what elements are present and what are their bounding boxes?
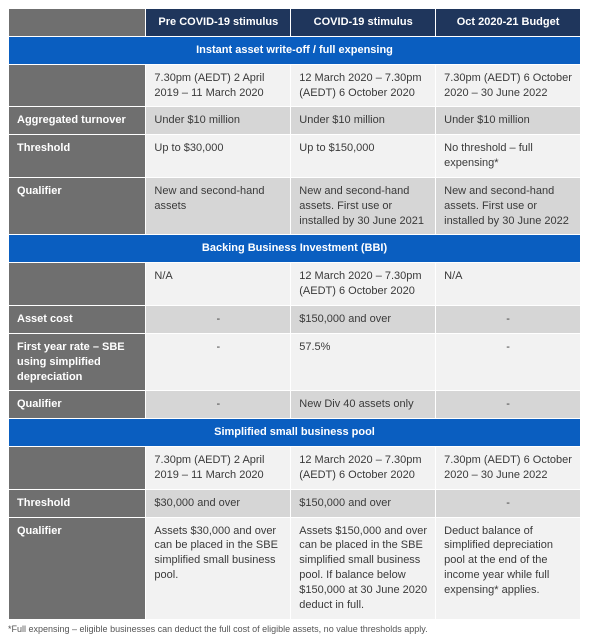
column-header-row: Pre COVID-19 stimulus COVID-19 stimulus … — [9, 9, 581, 37]
data-cell: New and second-hand assets. First use or… — [436, 177, 581, 235]
row-label: Qualifier — [9, 517, 146, 619]
data-cell: Under $10 million — [291, 107, 436, 135]
section-title: Backing Business Investment (BBI) — [9, 235, 581, 263]
data-cell: - — [146, 391, 291, 419]
row-label: Threshold — [9, 135, 146, 178]
date-cell: 12 March 2020 – 7.30pm (AEDT) 6 October … — [291, 64, 436, 107]
row-label: First year rate – SBE using simplified d… — [9, 333, 146, 391]
data-cell: $150,000 and over — [291, 305, 436, 333]
date-cell: 7.30pm (AEDT) 6 October 2020 – 30 June 2… — [436, 64, 581, 107]
section-title: Simplified small business pool — [9, 419, 581, 447]
label-cell — [9, 64, 146, 107]
data-cell: New Div 40 assets only — [291, 391, 436, 419]
section-title-row: Simplified small business pool — [9, 419, 581, 447]
comparison-table: Pre COVID-19 stimulus COVID-19 stimulus … — [8, 8, 581, 620]
row-label: Threshold — [9, 489, 146, 517]
table-row: Aggregated turnover Under $10 million Un… — [9, 107, 581, 135]
table-row: Asset cost - $150,000 and over - — [9, 305, 581, 333]
table-row: Threshold Up to $30,000 Up to $150,000 N… — [9, 135, 581, 178]
data-cell: Assets $150,000 and over can be placed i… — [291, 517, 436, 619]
date-cell: 7.30pm (AEDT) 2 April 2019 – 11 March 20… — [146, 447, 291, 490]
data-cell: Under $10 million — [146, 107, 291, 135]
table-row: Qualifier - New Div 40 assets only - — [9, 391, 581, 419]
date-cell: N/A — [146, 263, 291, 306]
date-row: 7.30pm (AEDT) 2 April 2019 – 11 March 20… — [9, 447, 581, 490]
footnote-text: *Full expensing – eligible businesses ca… — [8, 624, 581, 634]
data-cell: New and second-hand assets — [146, 177, 291, 235]
row-label: Qualifier — [9, 177, 146, 235]
section-title-row: Instant asset write-off / full expensing — [9, 36, 581, 64]
data-cell: - — [436, 305, 581, 333]
data-cell: 57.5% — [291, 333, 436, 391]
row-label: Aggregated turnover — [9, 107, 146, 135]
data-cell: $150,000 and over — [291, 489, 436, 517]
data-cell: - — [146, 305, 291, 333]
data-cell: Assets $30,000 and over can be placed in… — [146, 517, 291, 619]
date-cell: 12 March 2020 – 7.30pm (AEDT) 6 October … — [291, 447, 436, 490]
data-cell: Up to $30,000 — [146, 135, 291, 178]
section-title: Instant asset write-off / full expensing — [9, 36, 581, 64]
header-pre-covid: Pre COVID-19 stimulus — [146, 9, 291, 37]
data-cell: Deduct balance of simplified depreciatio… — [436, 517, 581, 619]
label-cell — [9, 263, 146, 306]
section-title-row: Backing Business Investment (BBI) — [9, 235, 581, 263]
table-row: Threshold $30,000 and over $150,000 and … — [9, 489, 581, 517]
data-cell: - — [146, 333, 291, 391]
data-cell: - — [436, 391, 581, 419]
date-row: 7.30pm (AEDT) 2 April 2019 – 11 March 20… — [9, 64, 581, 107]
row-label: Qualifier — [9, 391, 146, 419]
table-row: Qualifier Assets $30,000 and over can be… — [9, 517, 581, 619]
data-cell: - — [436, 489, 581, 517]
data-cell: No threshold – full expensing* — [436, 135, 581, 178]
table-row: First year rate – SBE using simplified d… — [9, 333, 581, 391]
date-cell: 12 March 2020 – 7.30pm (AEDT) 6 October … — [291, 263, 436, 306]
data-cell: Under $10 million — [436, 107, 581, 135]
data-cell: $30,000 and over — [146, 489, 291, 517]
date-row: N/A 12 March 2020 – 7.30pm (AEDT) 6 Octo… — [9, 263, 581, 306]
data-cell: New and second-hand assets. First use or… — [291, 177, 436, 235]
header-covid: COVID-19 stimulus — [291, 9, 436, 37]
date-cell: 7.30pm (AEDT) 6 October 2020 – 30 June 2… — [436, 447, 581, 490]
label-cell — [9, 447, 146, 490]
row-label: Asset cost — [9, 305, 146, 333]
header-budget: Oct 2020-21 Budget — [436, 9, 581, 37]
table-row: Qualifier New and second-hand assets New… — [9, 177, 581, 235]
header-blank — [9, 9, 146, 37]
date-cell: N/A — [436, 263, 581, 306]
date-cell: 7.30pm (AEDT) 2 April 2019 – 11 March 20… — [146, 64, 291, 107]
data-cell: - — [436, 333, 581, 391]
data-cell: Up to $150,000 — [291, 135, 436, 178]
